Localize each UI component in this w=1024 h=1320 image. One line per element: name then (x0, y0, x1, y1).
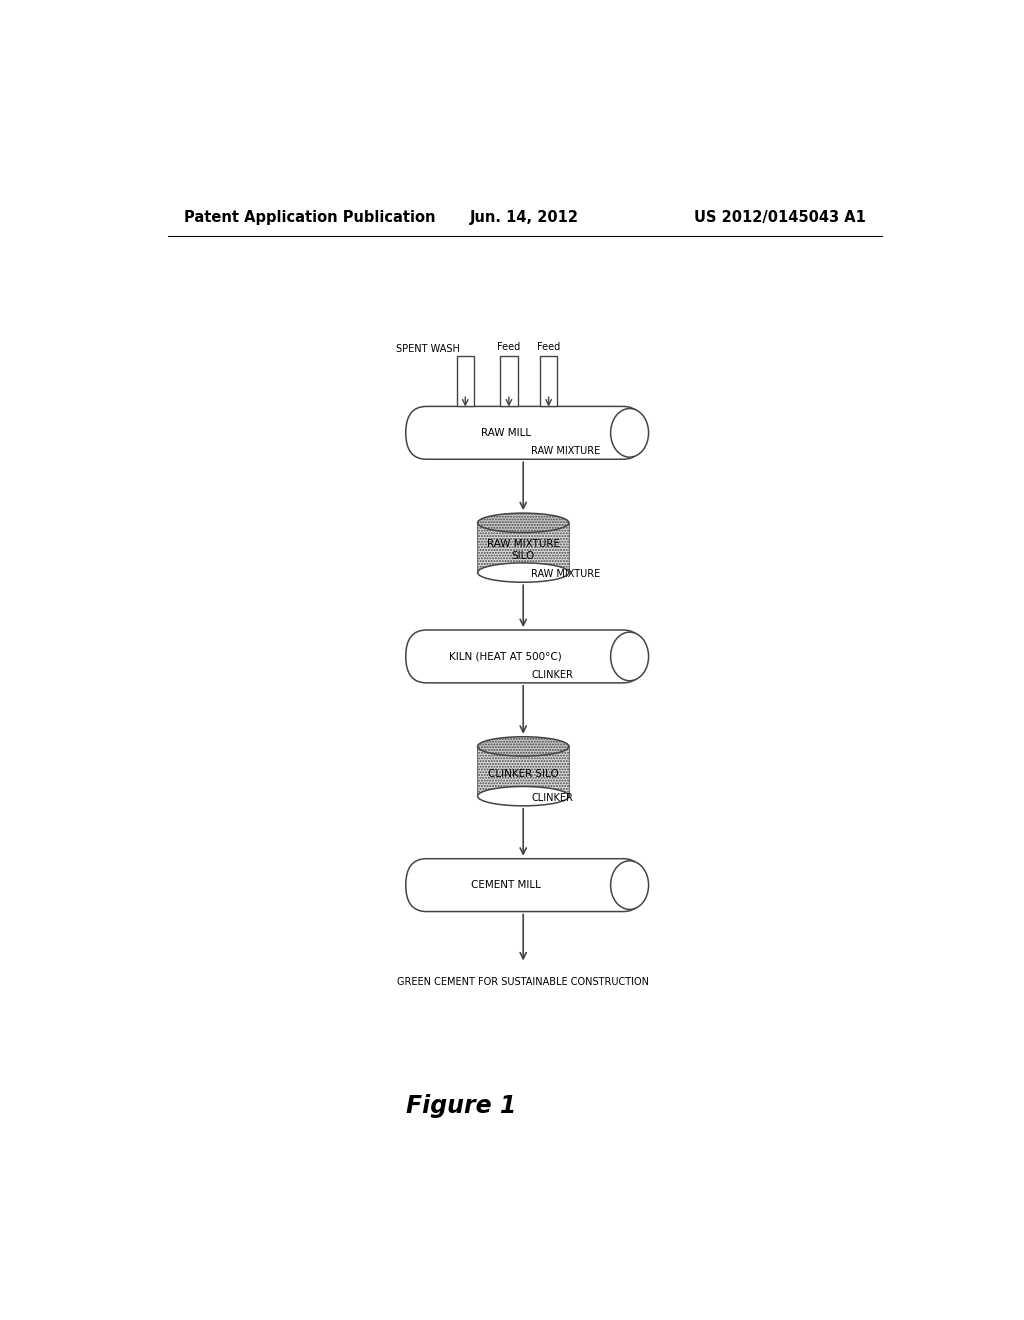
Text: Jun. 14, 2012: Jun. 14, 2012 (470, 210, 580, 224)
Text: GREEN CEMENT FOR SUSTAINABLE CONSTRUCTION: GREEN CEMENT FOR SUSTAINABLE CONSTRUCTIO… (397, 977, 649, 986)
Circle shape (610, 408, 648, 457)
Ellipse shape (477, 737, 569, 756)
Circle shape (610, 861, 648, 909)
Bar (477, 523, 569, 573)
Text: RAW MIXTURE: RAW MIXTURE (531, 446, 600, 457)
Circle shape (610, 632, 648, 681)
Text: CLINKER: CLINKER (531, 669, 573, 680)
Text: Patent Application Publication: Patent Application Publication (183, 210, 435, 224)
Text: SPENT WASH: SPENT WASH (396, 343, 460, 354)
Ellipse shape (477, 562, 569, 582)
Text: US 2012/0145043 A1: US 2012/0145043 A1 (694, 210, 866, 224)
Ellipse shape (477, 787, 569, 805)
FancyBboxPatch shape (406, 859, 644, 912)
Text: RAW MIXTURE
SILO: RAW MIXTURE SILO (486, 540, 560, 561)
Text: CLINKER SILO: CLINKER SILO (487, 768, 558, 779)
Text: RAW MILL: RAW MILL (480, 428, 530, 438)
FancyBboxPatch shape (406, 407, 644, 459)
Bar (477, 746, 569, 796)
Text: CEMENT MILL: CEMENT MILL (471, 880, 541, 890)
Bar (477, 523, 569, 573)
Text: CLINKER: CLINKER (531, 793, 573, 803)
Text: KILN (HEAT AT 500°C): KILN (HEAT AT 500°C) (450, 652, 562, 661)
FancyBboxPatch shape (406, 630, 644, 682)
Ellipse shape (477, 513, 569, 532)
Text: Feed: Feed (537, 342, 560, 351)
Bar (477, 746, 569, 796)
Text: Feed: Feed (498, 342, 520, 351)
Bar (500, 355, 518, 407)
Text: RAW MIXTURE: RAW MIXTURE (531, 569, 600, 579)
Bar (540, 355, 557, 407)
Text: Figure 1: Figure 1 (407, 1094, 516, 1118)
Bar (457, 355, 474, 407)
